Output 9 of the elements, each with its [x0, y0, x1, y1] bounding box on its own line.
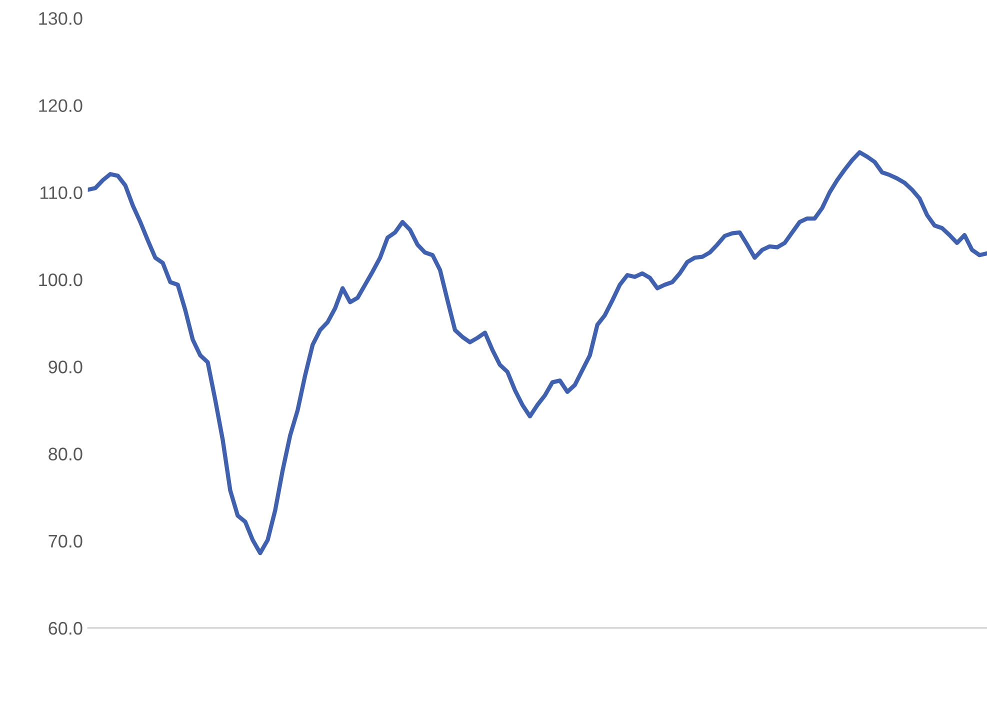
y-tick-label: 70.0: [48, 534, 82, 548]
y-tick-label: 90.0: [48, 360, 82, 374]
y-tick-label: 80.0: [48, 448, 82, 460]
y-tick-label: 100.0: [39, 273, 82, 286]
y-tick-label: 120.0: [39, 99, 82, 112]
y-tick-label: 60.0: [48, 622, 82, 635]
y-tick-label: 130.0: [39, 12, 82, 25]
y-tick-label: 110.0: [40, 186, 82, 200]
line-series: [88, 150, 987, 556]
